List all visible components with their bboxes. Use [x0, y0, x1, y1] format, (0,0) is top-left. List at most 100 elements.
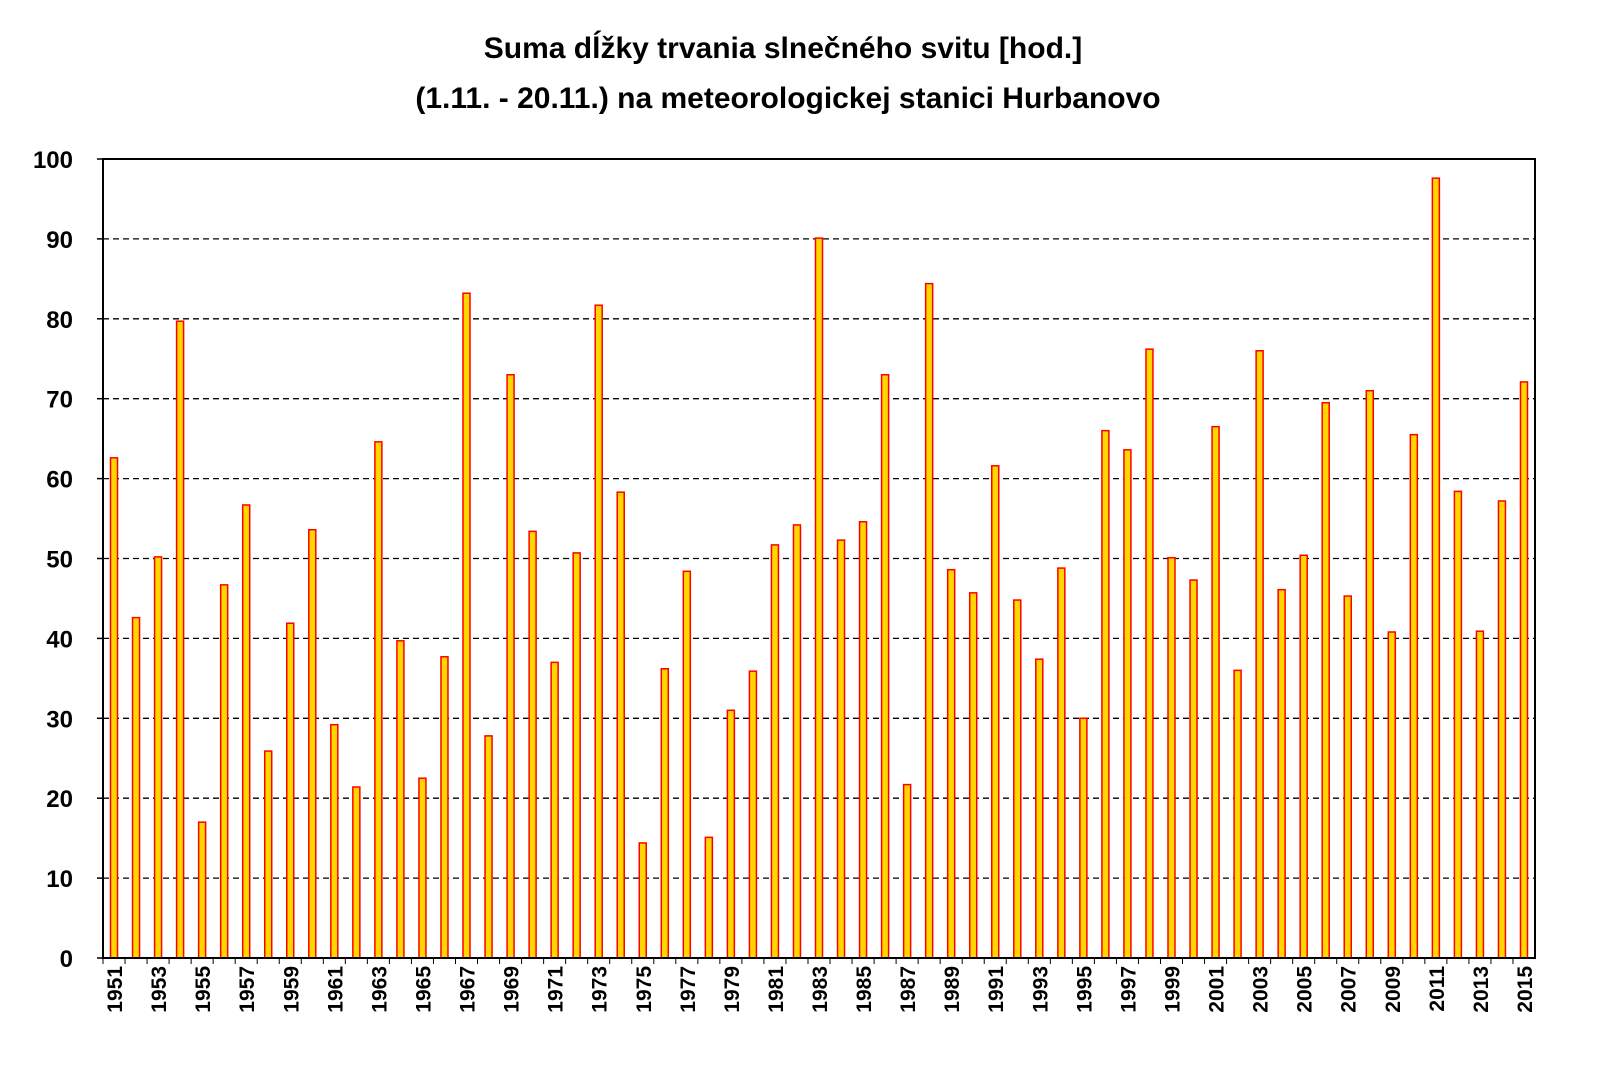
x-tick-label: 1981 — [765, 966, 788, 1013]
y-tick-label: 80 — [46, 307, 73, 334]
y-tick-label: 90 — [46, 227, 73, 254]
x-tick-label: 1959 — [280, 966, 303, 1013]
bar-1979 — [726, 709, 736, 959]
x-tick-label: 1997 — [1117, 966, 1140, 1013]
bar-1959 — [286, 622, 295, 959]
bar-1966 — [440, 656, 449, 959]
y-tick-label: 10 — [46, 866, 73, 893]
y-tick-label: 100 — [33, 147, 73, 174]
x-tick-label: 1973 — [589, 966, 612, 1013]
bar-2012 — [1453, 490, 1463, 959]
bar-1984 — [836, 539, 846, 959]
x-tick-label: 2007 — [1338, 966, 1361, 1013]
bar-2011 — [1431, 177, 1441, 959]
x-tick-label: 1985 — [853, 966, 876, 1013]
y-tick-label: 60 — [46, 467, 73, 494]
bar-1977 — [682, 570, 692, 959]
x-tick-label: 2001 — [1206, 966, 1229, 1013]
bar-1971 — [550, 661, 559, 959]
bar-1964 — [396, 640, 405, 959]
bar-1976 — [660, 668, 670, 959]
bar-2006 — [1321, 401, 1330, 959]
bar-2004 — [1277, 588, 1286, 959]
bar-1985 — [858, 520, 868, 959]
bar-1987 — [902, 783, 912, 959]
x-tick-label: 2013 — [1470, 966, 1493, 1013]
bar-2003 — [1255, 350, 1264, 959]
x-tick-label: 2009 — [1382, 966, 1405, 1013]
x-tick-label: 1979 — [721, 966, 744, 1013]
x-tick-label: 1983 — [809, 966, 832, 1013]
bar-1965 — [418, 777, 427, 959]
x-tick-label: 1961 — [324, 966, 347, 1013]
y-tick-label: 70 — [46, 387, 73, 414]
bar-1970 — [528, 530, 537, 959]
chart-title: Suma dĺžky trvania slnečného svitu [hod.… — [484, 30, 1082, 65]
bar-1980 — [748, 670, 758, 959]
x-tick-label: 1955 — [192, 966, 215, 1013]
bar-1997 — [1123, 449, 1132, 959]
x-tick-label: 1977 — [677, 966, 700, 1013]
x-tick-label: 1999 — [1161, 966, 1184, 1013]
bar-1994 — [1057, 567, 1066, 959]
bar-1986 — [880, 373, 890, 959]
y-tick-label: 40 — [46, 626, 73, 653]
x-tick-label: 1993 — [1029, 966, 1052, 1013]
bar-1962 — [352, 786, 361, 959]
bar-1951 — [109, 457, 119, 959]
bar-2014 — [1497, 500, 1507, 959]
bar-1954 — [175, 320, 185, 959]
x-axis: 1951 1953 1955 1957 1959 1961 1963 1965 1967 1969… — [102, 958, 1537, 1013]
x-tick-label: 1957 — [236, 966, 259, 1013]
bar-2001 — [1211, 425, 1220, 959]
x-tick-label: 1969 — [501, 966, 524, 1013]
y-axis: 0 10 20 30 40 50 60 70 80 90 100 — [33, 147, 103, 973]
bar-1961 — [330, 723, 339, 959]
y-tick-label: 0 — [60, 946, 73, 973]
bars — [109, 177, 1529, 959]
bar-1958 — [263, 750, 273, 959]
bar-1989 — [946, 568, 956, 959]
bar-1975 — [638, 842, 648, 959]
bar-1963 — [374, 441, 383, 959]
x-tick-label: 1987 — [897, 966, 920, 1013]
x-tick-label: 2005 — [1294, 966, 1317, 1013]
bar-1969 — [506, 373, 515, 959]
x-tick-label: 1963 — [368, 966, 391, 1013]
x-tick-label: 1953 — [148, 966, 171, 1013]
bar-1974 — [616, 491, 625, 959]
bar-1967 — [462, 292, 471, 959]
bar-1957 — [241, 504, 251, 959]
bar-1956 — [219, 584, 229, 959]
bar-2002 — [1233, 669, 1242, 959]
bar-1988 — [924, 282, 934, 959]
x-tick-label: 2011 — [1426, 966, 1449, 1012]
bar-1955 — [197, 821, 207, 959]
x-tick-label: 2003 — [1250, 966, 1273, 1013]
bar-1968 — [484, 735, 493, 959]
bar-2010 — [1409, 433, 1419, 959]
x-tick-label: 1967 — [457, 966, 480, 1013]
chart-subtitle: (1.11. - 20.11.) na meteorologickej stan… — [415, 82, 1160, 115]
y-tick-label: 20 — [46, 786, 73, 813]
bar-1991 — [990, 465, 1000, 959]
y-tick-label: 30 — [46, 706, 73, 733]
x-tick-label: 1971 — [545, 966, 568, 1013]
bar-1972 — [572, 552, 581, 959]
bar-1978 — [704, 836, 714, 959]
bar-1982 — [792, 524, 802, 959]
bar-1981 — [770, 544, 780, 959]
bar-1973 — [594, 304, 603, 959]
bar-1996 — [1101, 429, 1110, 959]
bar-1953 — [153, 556, 163, 959]
bar-1952 — [131, 616, 141, 959]
bar-1995 — [1079, 717, 1088, 959]
bar-1983 — [814, 237, 824, 959]
x-tick-label: 1951 — [104, 966, 127, 1013]
bar-2007 — [1343, 595, 1352, 959]
x-tick-label: 1995 — [1073, 966, 1096, 1013]
bar-1990 — [968, 592, 978, 959]
bar-1960 — [308, 528, 317, 959]
bar-2009 — [1387, 631, 1397, 959]
